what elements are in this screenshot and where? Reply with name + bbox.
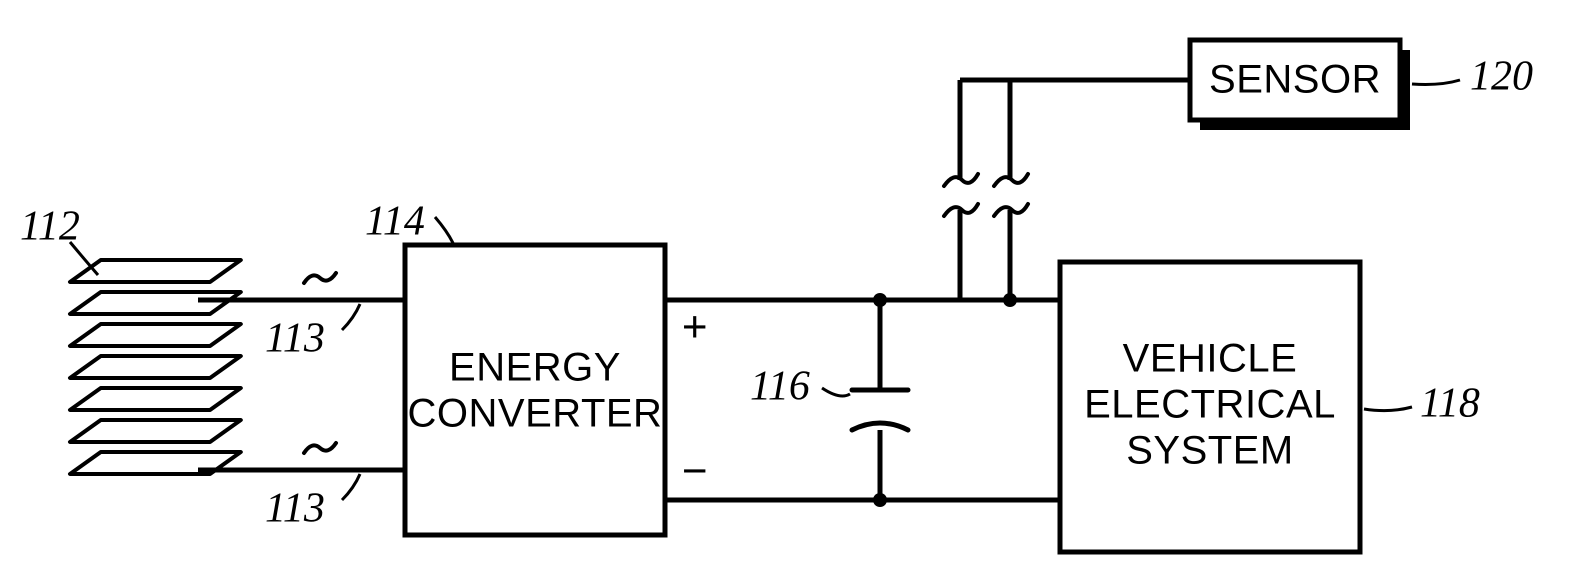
vehicle-label-2: SYSTEM bbox=[1126, 429, 1293, 473]
ref-116: 116 bbox=[750, 364, 810, 410]
leader-118 bbox=[1364, 407, 1412, 411]
leader-113-top bbox=[342, 304, 360, 330]
ref-114: 114 bbox=[365, 199, 425, 245]
energy-converter-label-0: ENERGY bbox=[449, 346, 621, 390]
ref-113-top: 113 bbox=[265, 316, 325, 362]
leader-113-bottom bbox=[342, 474, 360, 500]
tilde-top bbox=[304, 273, 336, 283]
ref-113-bottom: 113 bbox=[265, 486, 325, 532]
cap-plate-bottom bbox=[852, 423, 908, 430]
energy-converter-label-1: CONVERTER bbox=[408, 392, 663, 436]
ref-118: 118 bbox=[1420, 381, 1480, 427]
vehicle-label-1: ELECTRICAL bbox=[1084, 383, 1336, 427]
leader-116 bbox=[822, 388, 850, 396]
vehicle-label-0: VEHICLE bbox=[1123, 337, 1298, 381]
piezo-stack bbox=[70, 260, 241, 474]
leader-114 bbox=[435, 217, 453, 243]
sensor-label: SENSOR bbox=[1209, 58, 1381, 102]
junction-cap-top bbox=[873, 293, 887, 307]
ref-120: 120 bbox=[1470, 54, 1533, 100]
energy-converter-block bbox=[405, 245, 665, 535]
tilde-bottom bbox=[304, 443, 336, 453]
polarity-minus: − bbox=[682, 447, 708, 496]
junction-cap-bottom bbox=[873, 493, 887, 507]
leader-120 bbox=[1412, 80, 1460, 85]
junction-sensor-tap bbox=[1003, 293, 1017, 307]
polarity-plus: + bbox=[682, 303, 708, 352]
